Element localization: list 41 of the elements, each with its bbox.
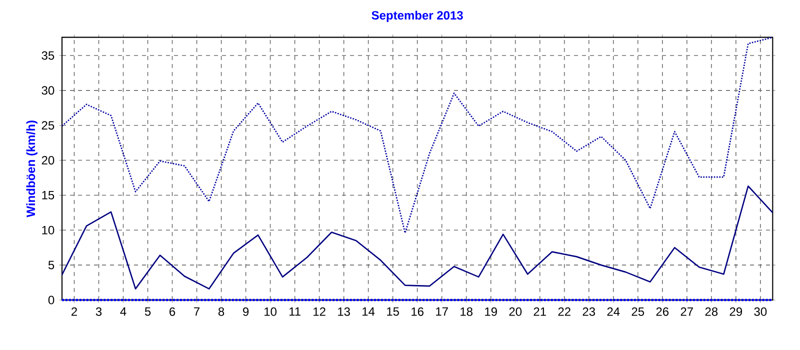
x-tick-label: 30 — [754, 307, 767, 316]
x-tick-label: 4 — [120, 307, 126, 316]
x-tick-label: 16 — [412, 307, 424, 316]
chart-title: September 2013 — [372, 10, 463, 22]
x-tick-label: 23 — [582, 307, 596, 316]
y-tick-label: 5 — [48, 260, 54, 270]
line-series — [61, 185, 774, 290]
x-tick-label: 10 — [264, 307, 277, 316]
x-tick-label: 9 — [243, 307, 249, 316]
x-tick-label: 3 — [96, 307, 102, 316]
x-tick-label: 24 — [607, 307, 620, 316]
x-tick-label: 28 — [705, 307, 718, 316]
x-tick-label: 7 — [194, 307, 200, 316]
x-tick-label: 20 — [509, 307, 522, 316]
x-tick-label: 2 — [72, 307, 77, 316]
x-tick-label: 11 — [289, 307, 300, 316]
x-tick-label: 8 — [218, 307, 224, 316]
x-tick-label: 15 — [387, 307, 399, 316]
x-tick-label: 5 — [144, 307, 151, 316]
y-axis-title: Windböen (km/h) — [26, 120, 38, 218]
x-tick-label: 18 — [460, 307, 472, 316]
y-tick-label: 30 — [42, 86, 54, 95]
x-tick-label: 14 — [362, 307, 375, 316]
y-tick-label: 15 — [42, 191, 54, 200]
x-tick-label: 26 — [656, 307, 669, 316]
x-tick-label: 27 — [680, 307, 693, 316]
y-tick-label: 35 — [42, 51, 54, 60]
x-tick-label: 19 — [485, 307, 497, 316]
y-tick-label: 10 — [42, 226, 54, 234]
x-tick-label: 25 — [632, 307, 644, 316]
x-tick-label: 21 — [534, 307, 546, 316]
x-tick-label: 12 — [314, 307, 326, 316]
line-series — [61, 36, 774, 234]
x-tick-label: 13 — [338, 307, 350, 316]
x-tick-label: 22 — [558, 307, 570, 316]
x-tick-label: 17 — [436, 307, 448, 316]
y-tick-label: 20 — [42, 156, 54, 165]
y-tick-label: 0 — [48, 296, 54, 304]
y-tick-label: 25 — [42, 121, 54, 130]
x-tick-label: 6 — [170, 307, 176, 316]
x-tick-label: 29 — [730, 307, 742, 316]
